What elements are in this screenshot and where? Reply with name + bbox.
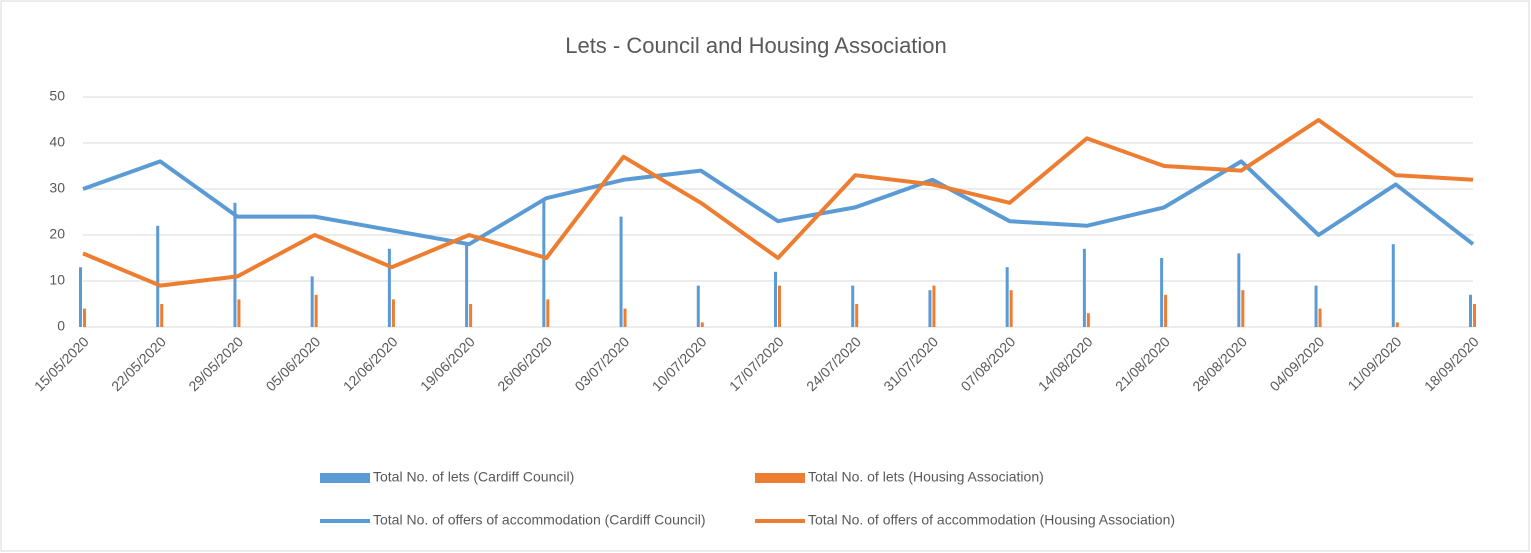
bar [1314,285,1318,327]
bar [623,308,627,327]
bar [1082,248,1086,327]
legend-label: Total No. of offers of accommodation (Ho… [808,512,1175,528]
bar [1086,313,1090,327]
bar [778,285,781,327]
bar [619,216,623,327]
y-tick-label: 30 [49,180,65,196]
bar [469,304,473,327]
bar [79,267,82,327]
y-tick-label: 40 [49,134,65,150]
bar [1395,322,1399,327]
legend-label: Total No. of offers of accommodation (Ca… [373,512,706,528]
bar [851,285,855,327]
bar [1318,308,1322,327]
bar [546,299,550,327]
bar [774,271,777,327]
bar [233,202,237,327]
bar [1237,253,1241,327]
legend-swatch [320,473,370,483]
bar [1160,258,1164,327]
y-tick-label: 0 [57,318,65,334]
bar [156,225,160,327]
bar [391,299,395,327]
bar [928,290,932,327]
bar [1005,267,1009,327]
y-tick-label: 50 [49,88,65,104]
bar [1009,290,1013,327]
bar [696,285,700,327]
chart-title: Lets - Council and Housing Association [565,33,947,58]
bar [1164,294,1168,327]
bar [83,308,86,327]
bar [310,276,314,327]
bar [1241,290,1245,327]
bar [160,304,164,327]
bar [932,285,936,327]
bar [1473,304,1476,327]
line [82,159,1475,247]
bar [314,294,318,327]
bar [465,244,469,327]
bar [387,248,391,327]
legend-label: Total No. of lets (Housing Association) [808,469,1044,485]
bar [1469,294,1472,327]
y-tick-label: 10 [49,272,65,288]
bar [855,304,859,327]
legend-label: Total No. of lets (Cardiff Council) [373,469,574,485]
bar [542,198,546,327]
legend-swatch [755,473,805,483]
line [82,118,1474,288]
bar [237,299,241,327]
bar [700,322,704,327]
y-tick-label: 20 [49,226,65,242]
bar [1391,244,1395,327]
